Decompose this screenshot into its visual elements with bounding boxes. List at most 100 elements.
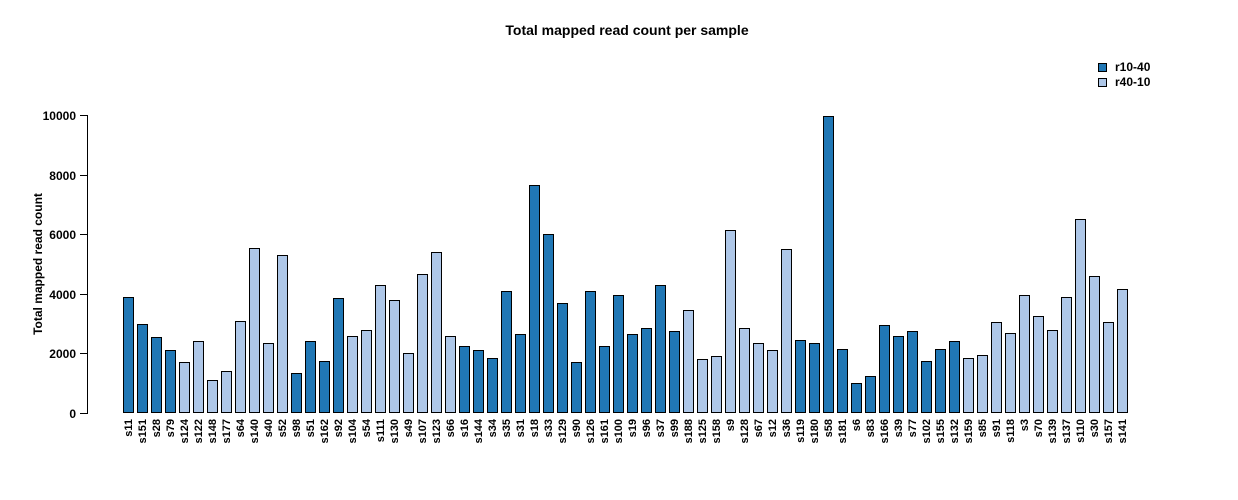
legend-item: r10-40	[1098, 60, 1150, 74]
bar-s104	[347, 336, 358, 413]
bar-s180	[809, 343, 820, 413]
bar-s98	[291, 373, 302, 413]
x-tick-label: s92	[333, 419, 345, 438]
x-tick-label: s30	[1089, 419, 1101, 438]
x-tick-label: s83	[865, 419, 877, 438]
bar-s16	[459, 346, 470, 413]
legend-item: r40-10	[1098, 75, 1150, 89]
bar-s110	[1075, 219, 1086, 413]
bar-s11	[123, 297, 134, 413]
bar-s83	[865, 376, 876, 413]
bar-s125	[697, 359, 708, 413]
bar-s100	[613, 295, 624, 413]
bar-s51	[305, 341, 316, 413]
bar-s35	[501, 291, 512, 413]
x-tick-label: s104	[347, 419, 359, 444]
bar-s129	[557, 303, 568, 413]
legend-label: r40-10	[1115, 75, 1151, 89]
x-tick-label: s96	[641, 419, 653, 438]
x-tick-label: s19	[627, 419, 639, 438]
bar-s67	[753, 343, 764, 413]
x-tick-label: s18	[529, 419, 541, 438]
x-tick-label: s122	[193, 419, 205, 444]
x-tick-label: s11	[123, 419, 135, 437]
bar-s31	[515, 334, 526, 413]
bar-s33	[543, 234, 554, 413]
x-tick-label: s188	[683, 419, 695, 444]
x-tick-label: s77	[907, 419, 919, 438]
x-tick-label: s33	[543, 419, 555, 438]
y-tick-mark	[80, 234, 87, 236]
x-tick-label: s36	[781, 419, 793, 438]
x-tick-label: s177	[221, 419, 233, 444]
bar-s96	[641, 328, 652, 413]
x-tick-label: s110	[1075, 419, 1087, 443]
x-tick-label: s35	[501, 419, 513, 438]
bar-s36	[781, 249, 792, 413]
x-tick-label: s51	[305, 419, 317, 438]
x-tick-label: s180	[809, 419, 821, 444]
x-tick-label: s58	[823, 419, 835, 438]
bar-s141	[1117, 289, 1128, 413]
y-axis-title: Total mapped read count	[31, 193, 45, 335]
x-tick-label: s34	[487, 419, 499, 438]
bar-s34	[487, 358, 498, 413]
x-tick-label: s107	[417, 419, 429, 444]
x-tick-label: s166	[879, 419, 891, 444]
x-tick-label: s85	[977, 419, 989, 438]
x-tick-label: s39	[893, 419, 905, 438]
y-tick-label: 6000	[49, 228, 76, 243]
x-tick-label: s52	[277, 419, 289, 438]
bar-s132	[949, 341, 960, 413]
bar-s64	[235, 321, 246, 413]
chart-title: Total mapped read count per sample	[505, 22, 749, 38]
bar-s49	[403, 353, 414, 413]
legend-swatch-icon	[1098, 77, 1107, 87]
x-tick-label: s3	[1019, 419, 1031, 432]
x-tick-label: s99	[669, 419, 681, 438]
bar-s130	[389, 300, 400, 413]
y-tick-label: 4000	[49, 287, 76, 302]
x-tick-label: s16	[459, 419, 471, 438]
bar-s18	[529, 185, 540, 413]
x-tick-label: s144	[473, 419, 485, 444]
y-tick-mark	[80, 174, 87, 176]
x-tick-label: s66	[445, 419, 457, 438]
bar-s70	[1033, 316, 1044, 413]
x-tick-label: s151	[137, 419, 149, 444]
bar-s9	[725, 230, 736, 413]
bar-s79	[165, 350, 176, 413]
bar-s40	[263, 343, 274, 413]
bar-s118	[1005, 333, 1016, 413]
bar-s30	[1089, 276, 1100, 413]
x-tick-label: s100	[613, 419, 625, 444]
x-tick-label: s54	[361, 419, 373, 438]
x-tick-label: s118	[1005, 419, 1017, 443]
bar-s159	[963, 358, 974, 413]
x-tick-label: s91	[991, 419, 1003, 438]
x-tick-label: s128	[739, 419, 751, 444]
x-tick-label: s161	[599, 419, 611, 444]
y-tick-label: 8000	[49, 168, 76, 183]
bar-s158	[711, 356, 722, 413]
plot-area	[123, 115, 1131, 413]
bar-s122	[193, 341, 204, 413]
bar-s6	[851, 383, 862, 413]
x-tick-label: s132	[949, 419, 961, 444]
x-tick-label: s157	[1103, 419, 1115, 444]
x-tick-label: s130	[389, 419, 401, 444]
x-tick-label: s162	[319, 419, 331, 444]
x-tick-label: s111	[375, 419, 387, 443]
y-tick-label: 10000	[42, 109, 76, 123]
bar-s107	[417, 274, 428, 413]
x-tick-label: s181	[837, 419, 849, 444]
x-tick-label: s28	[151, 419, 163, 438]
bar-s77	[907, 331, 918, 413]
x-tick-label: s37	[655, 419, 667, 438]
bar-s102	[921, 361, 932, 413]
bar-s111	[375, 285, 386, 413]
bar-s177	[221, 371, 232, 413]
x-tick-label: s148	[207, 419, 219, 444]
bar-s58	[823, 116, 834, 413]
